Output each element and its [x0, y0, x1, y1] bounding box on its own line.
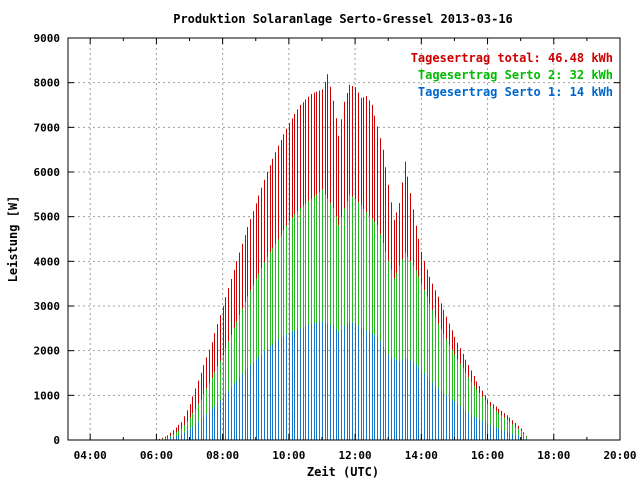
x-tick-label: 06:00 [140, 449, 173, 462]
x-tick-label: 12:00 [339, 449, 372, 462]
y-axis-ticks: 0 1000 2000 3000 4000 5000 6000 7000 8000 9000 [34, 32, 620, 447]
y-tick-label: 5000 [34, 211, 61, 224]
y-tick-label: 0 [53, 434, 60, 447]
plot-frame [67, 37, 621, 441]
x-tick-label: 18:00 [537, 449, 570, 462]
legend: Tagesertrag total: 46.48 kWh Tagesertrag … [411, 51, 613, 99]
x-tick-label: 04:00 [74, 449, 107, 462]
y-tick-label: 4000 [34, 255, 61, 268]
x-tick-label: 20:00 [603, 449, 636, 462]
y-tick-label: 1000 [34, 389, 61, 402]
x-tick-label: 08:00 [206, 449, 239, 462]
y-axis-label: Leistung [W] [6, 196, 20, 283]
x-tick-label: 16:00 [471, 449, 504, 462]
y-tick-label: 6000 [34, 166, 61, 179]
chart-title: Produktion Solaranlage Serto-Gressel 201… [173, 12, 513, 26]
x-tick-label: 10:00 [272, 449, 305, 462]
y-tick-label: 9000 [34, 32, 61, 45]
y-tick-label: 2000 [34, 345, 61, 358]
x-tick-label: 14:00 [405, 449, 438, 462]
x-axis-label: Zeit (UTC) [307, 465, 379, 479]
y-tick-label: 8000 [34, 77, 61, 90]
x-axis-ticks: 04:00 06:00 08:00 10:00 12:00 14:00 16:00 18:00… [74, 38, 637, 462]
legend-entry: Tagesertrag total: 46.48 kWh [411, 51, 613, 65]
legend-entry: Tagesertrag Serto 2: 32 kWh [418, 68, 613, 82]
bars [159, 74, 530, 440]
y-tick-label: 3000 [34, 300, 61, 313]
y-tick-label: 7000 [34, 121, 61, 134]
legend-entry: Tagesertrag Serto 1: 14 kWh [418, 85, 613, 99]
